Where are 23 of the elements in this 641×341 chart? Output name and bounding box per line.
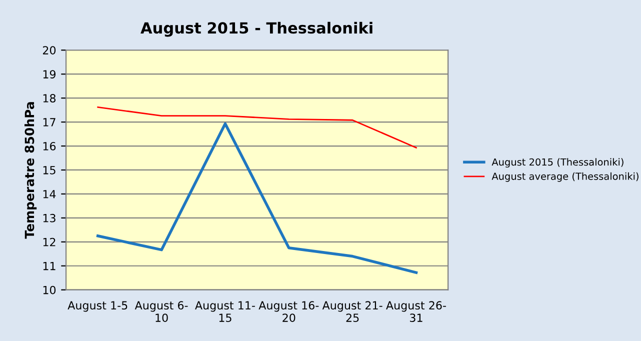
- x-tick-label: August 16- 20: [258, 301, 319, 322]
- x-tick-label: August 6- 10: [134, 301, 188, 322]
- y-tick-label: 14: [43, 190, 56, 198]
- y-tick-label: 10: [43, 286, 56, 294]
- y-tick-label: 17: [43, 118, 56, 126]
- line-series: [97, 106, 417, 148]
- y-tick-label: 11: [43, 262, 56, 270]
- y-tick-label: 19: [43, 70, 56, 78]
- y-axis-title: Temperatre 850hPa: [24, 102, 37, 239]
- legend-label: August average (Thessaloniki): [492, 172, 638, 182]
- y-tick-label: 13: [43, 214, 56, 222]
- y-tick-label: 15: [43, 166, 56, 174]
- legend-label: August 2015 (Thessaloniki): [492, 158, 624, 168]
- chart-title: August 2015 - Thessaloniki: [140, 22, 372, 37]
- y-tick-label: 18: [43, 94, 56, 102]
- x-tick-label: August 11- 15: [195, 301, 255, 322]
- y-tick-label: 16: [43, 142, 56, 150]
- x-tick-label: August 1-5: [68, 301, 128, 312]
- line-series: [96, 122, 418, 274]
- x-tick-label: August 21- 25: [322, 301, 382, 322]
- y-tick-label: 12: [43, 238, 56, 246]
- y-tick-label: 20: [42, 46, 56, 55]
- x-tick-label: August 26- 31: [386, 301, 446, 322]
